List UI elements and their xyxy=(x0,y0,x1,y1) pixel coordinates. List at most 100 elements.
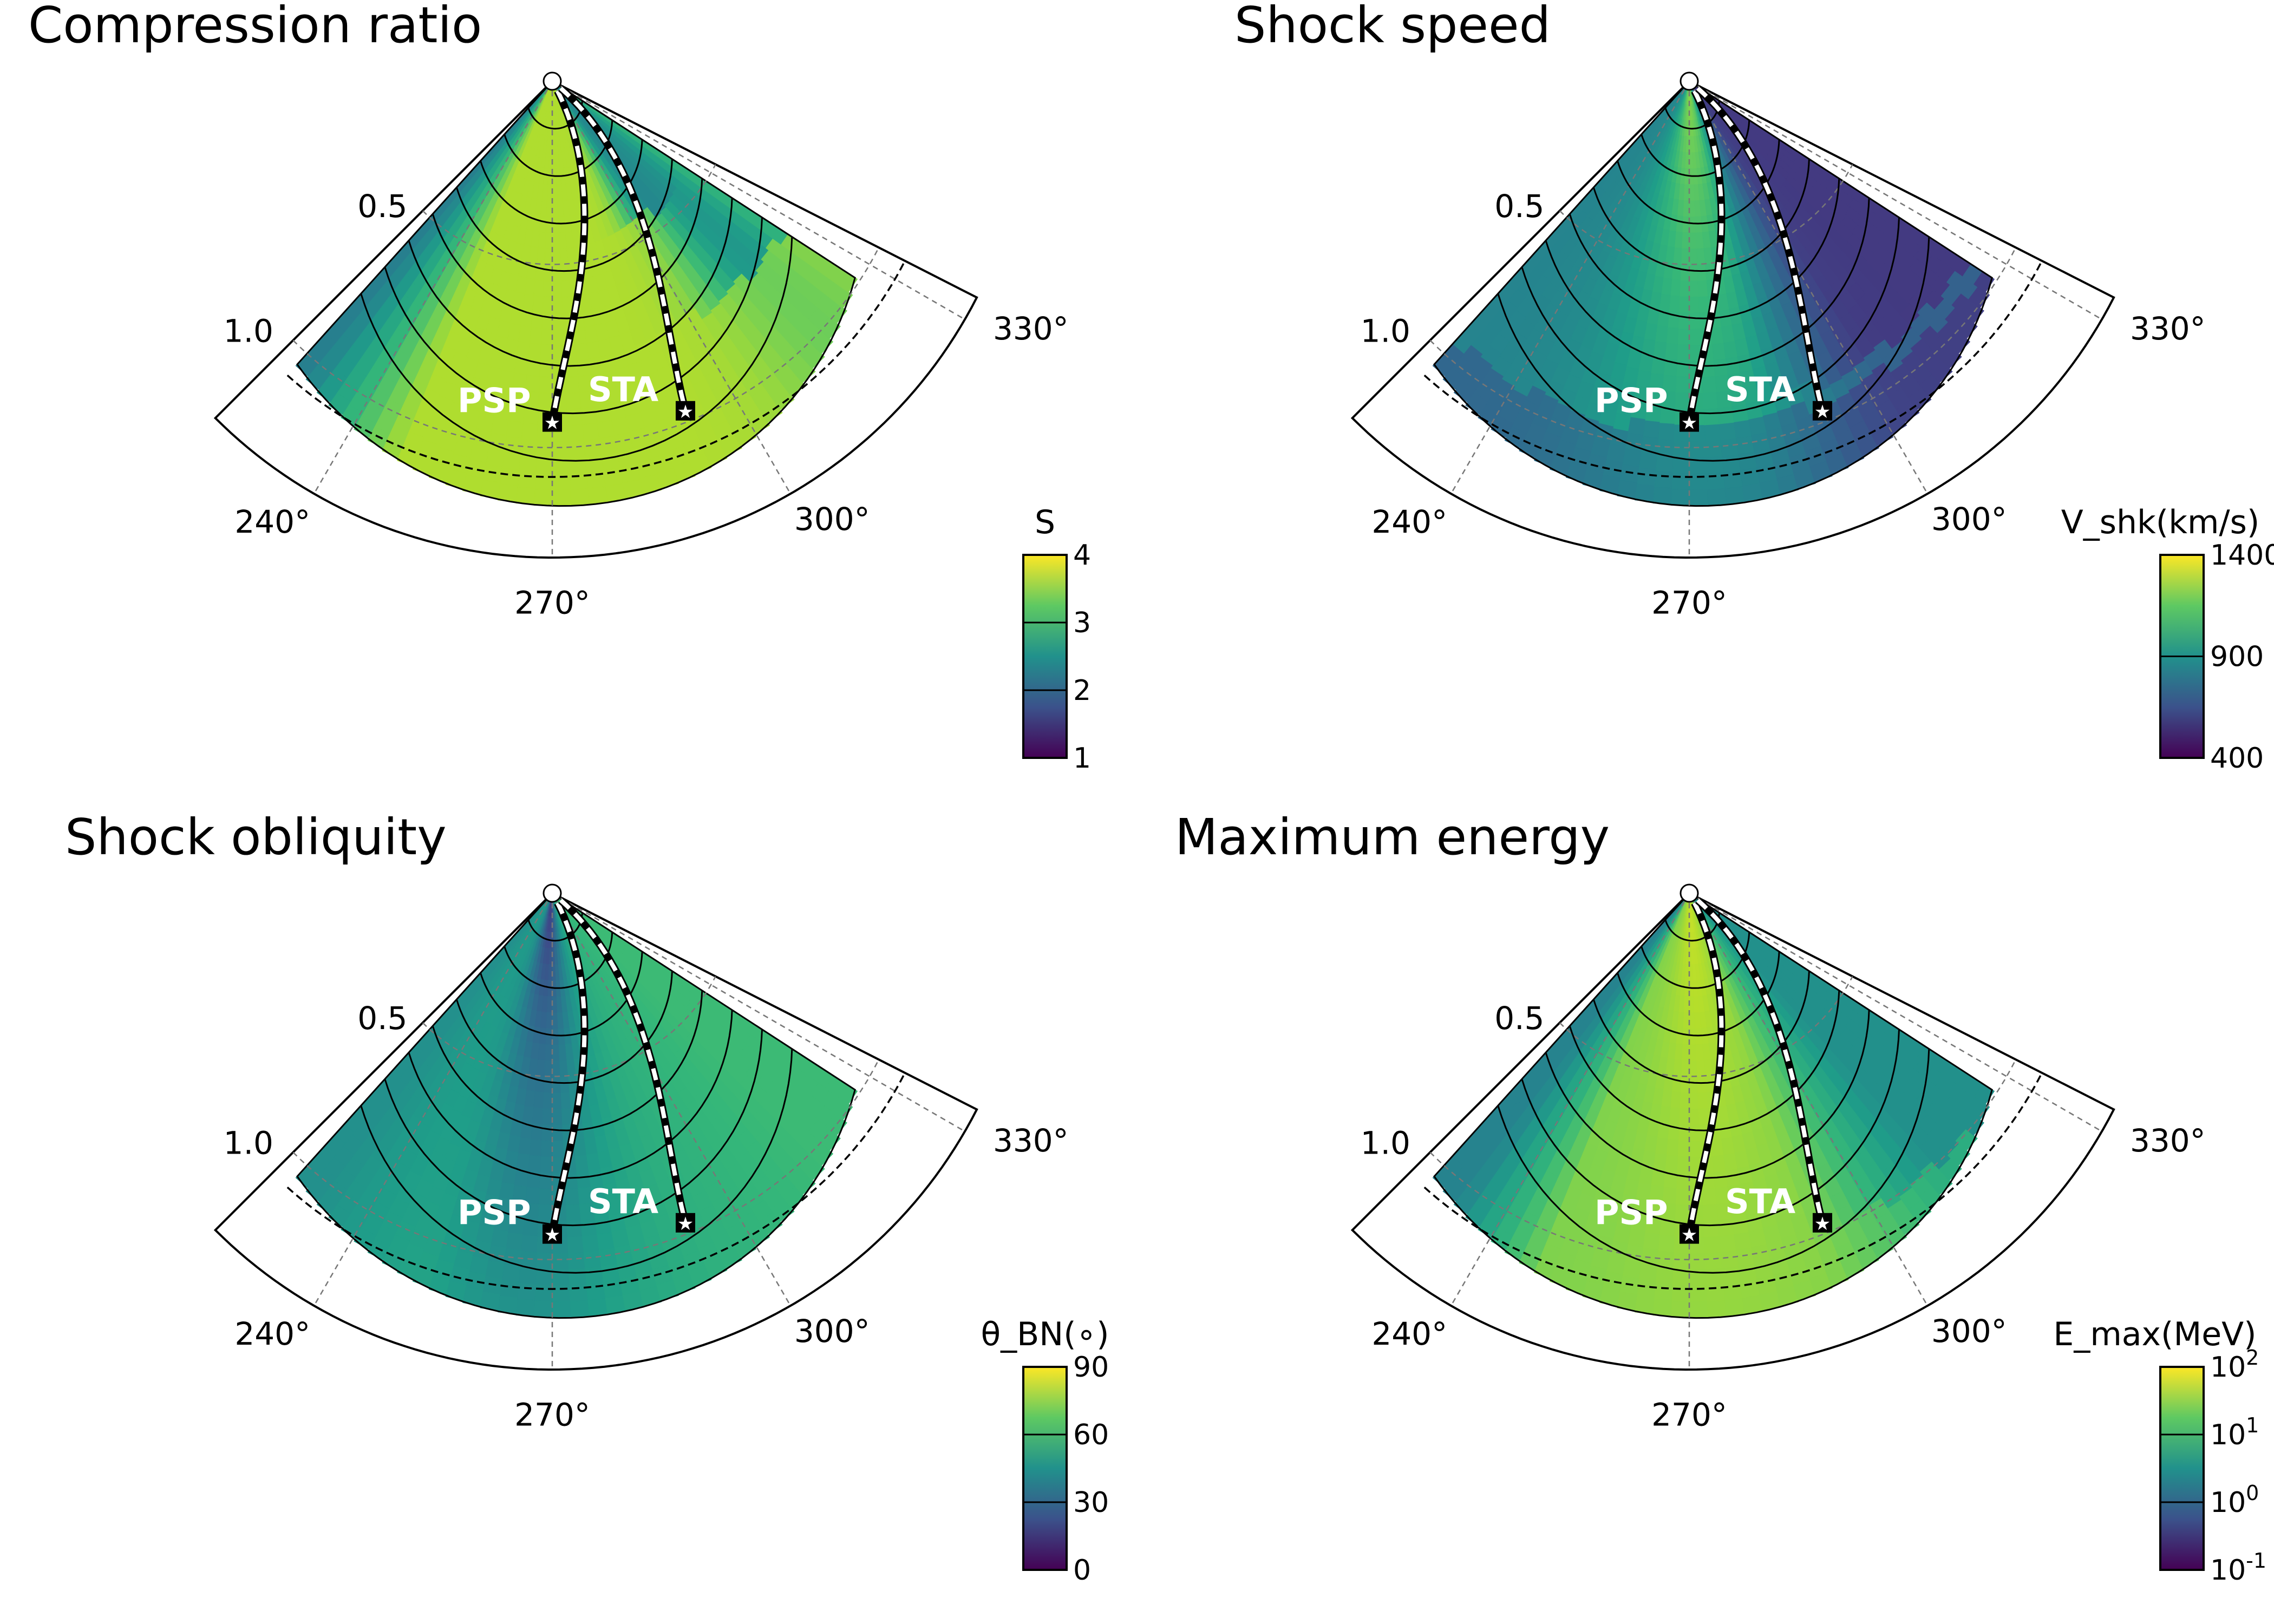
angle-label: 270° xyxy=(1651,1397,1727,1433)
heatmap-cell xyxy=(536,1059,546,1077)
heatmap-cell xyxy=(1704,424,1722,442)
star-icon: ★ xyxy=(1681,412,1697,434)
heatmap-cell xyxy=(552,312,564,330)
heatmap-cell xyxy=(524,278,536,296)
heatmap-cell xyxy=(1689,297,1700,314)
heatmap-cell xyxy=(565,1204,582,1222)
heatmap-cell xyxy=(1683,200,1690,218)
heatmap-cell xyxy=(506,1232,524,1251)
heatmap-cell xyxy=(1665,1155,1679,1173)
angle-label: 330° xyxy=(2130,1122,2206,1159)
spacecraft-label: PSP xyxy=(458,1193,531,1233)
heatmap-cell xyxy=(1638,452,1658,471)
heatmap-cell xyxy=(1619,464,1640,483)
shock-front-contour xyxy=(408,198,733,367)
heatmap-cell xyxy=(1677,199,1685,217)
sun-icon xyxy=(543,71,562,91)
heatmap-cell xyxy=(1689,1060,1698,1078)
polar-plot: ★ PSP ★ STA 240° 270° 300° 330° 0.5 1.0 xyxy=(1350,71,2206,621)
heatmap-cell xyxy=(1689,1109,1700,1126)
heatmap-cell xyxy=(544,1060,553,1078)
heatmap-cell xyxy=(1676,215,1684,233)
heatmap-cell xyxy=(1655,455,1674,473)
heatmap-cell xyxy=(1689,1124,1701,1142)
heatmap-cell xyxy=(543,1076,553,1093)
heatmap-cell xyxy=(534,263,545,281)
sun-icon xyxy=(1680,71,1699,91)
heatmap-cell xyxy=(522,293,535,312)
heatmap-cell xyxy=(568,1268,587,1287)
heatmap-cell xyxy=(583,1250,602,1269)
heatmap-cell xyxy=(522,1105,535,1124)
heatmap-cell xyxy=(1717,407,1735,425)
heatmap-cell xyxy=(533,1091,545,1109)
heatmap-cell xyxy=(1809,460,1833,483)
heatmap-cell xyxy=(1666,1139,1680,1157)
heatmap-cell xyxy=(540,344,553,362)
heatmap-cell xyxy=(1659,1105,1672,1124)
shock-front-contour xyxy=(432,178,703,319)
heatmap-cell xyxy=(540,1140,553,1158)
heatmap-cell xyxy=(534,1075,545,1093)
grid-radial-line xyxy=(1450,81,1690,494)
radial-label: 1.0 xyxy=(224,1125,273,1162)
heatmap-cell xyxy=(545,1028,553,1045)
heatmap-cell xyxy=(1661,278,1673,296)
angle-label: 330° xyxy=(2130,310,2206,347)
star-icon: ★ xyxy=(677,401,694,423)
heatmap-cell xyxy=(1689,232,1697,250)
radial-label: 1.0 xyxy=(224,313,273,350)
heatmap-cell xyxy=(1671,1300,1690,1318)
heatmap-cell xyxy=(580,1219,598,1237)
heatmap-cell xyxy=(1677,1011,1685,1029)
heatmap-cell xyxy=(1670,1091,1682,1109)
heatmap-cell xyxy=(1638,1264,1658,1283)
heatmap-cell xyxy=(1703,408,1720,427)
heatmap-cell xyxy=(516,341,531,359)
star-icon: ★ xyxy=(544,412,560,434)
heatmap-cell xyxy=(515,487,536,505)
heatmap-cell xyxy=(482,1276,503,1295)
heatmap-cell xyxy=(552,1092,563,1110)
angle-label: 270° xyxy=(1651,585,1727,621)
heatmap-cell xyxy=(1678,1124,1690,1142)
heatmap-cell xyxy=(506,420,524,439)
panel-shock-speed: Shock speed ★ PSP ★ STA 240° 270° 300° 330° 0.5 1… xyxy=(1234,0,2274,775)
heatmap-cell xyxy=(561,296,573,314)
heatmap-cell xyxy=(1658,1235,1676,1253)
heatmap-cell xyxy=(552,1141,565,1158)
heatmap-cell xyxy=(552,232,560,250)
heatmap-cell xyxy=(1637,468,1657,487)
heatmap-cell xyxy=(528,1155,542,1173)
shock-front-contour xyxy=(1521,217,1900,415)
heatmap-cell xyxy=(1676,1188,1690,1206)
heatmap-cell xyxy=(552,1109,563,1126)
angle-label: 240° xyxy=(1371,503,1447,540)
heatmap-cell xyxy=(539,1027,547,1045)
heatmap-cell xyxy=(1676,376,1690,394)
grid-circle xyxy=(1429,247,2017,449)
shock-front-contour xyxy=(480,139,643,225)
colorbar-gradient xyxy=(1022,554,1068,759)
heatmap-cell xyxy=(567,1252,586,1271)
radial-label: 1.0 xyxy=(1361,1125,1410,1162)
grid-radial-line xyxy=(313,81,553,494)
colorbar-tick-label: 1400 xyxy=(2210,539,2274,572)
heatmap-cell xyxy=(534,1300,553,1318)
shock-front-contour xyxy=(360,237,793,462)
heatmap-cell xyxy=(1654,470,1674,489)
heatmap-cell xyxy=(672,460,696,483)
heatmap-cell xyxy=(521,423,539,441)
grid-radial-line xyxy=(1688,81,1929,494)
spacecraft-marker xyxy=(1812,401,1832,421)
heatmap-cell xyxy=(1680,1092,1690,1110)
heatmap-cell xyxy=(517,470,537,489)
heatmap-cell xyxy=(810,331,834,355)
heatmap-cell xyxy=(1652,487,1673,505)
heatmap-cell xyxy=(1698,296,1710,314)
colorbar-tick-label: 1 xyxy=(1073,742,1091,775)
heatmap-cell xyxy=(1674,231,1684,249)
heatmap-cell xyxy=(536,1252,553,1270)
heatmap-cell xyxy=(1689,441,1707,459)
angle-label: 270° xyxy=(514,1397,590,1433)
